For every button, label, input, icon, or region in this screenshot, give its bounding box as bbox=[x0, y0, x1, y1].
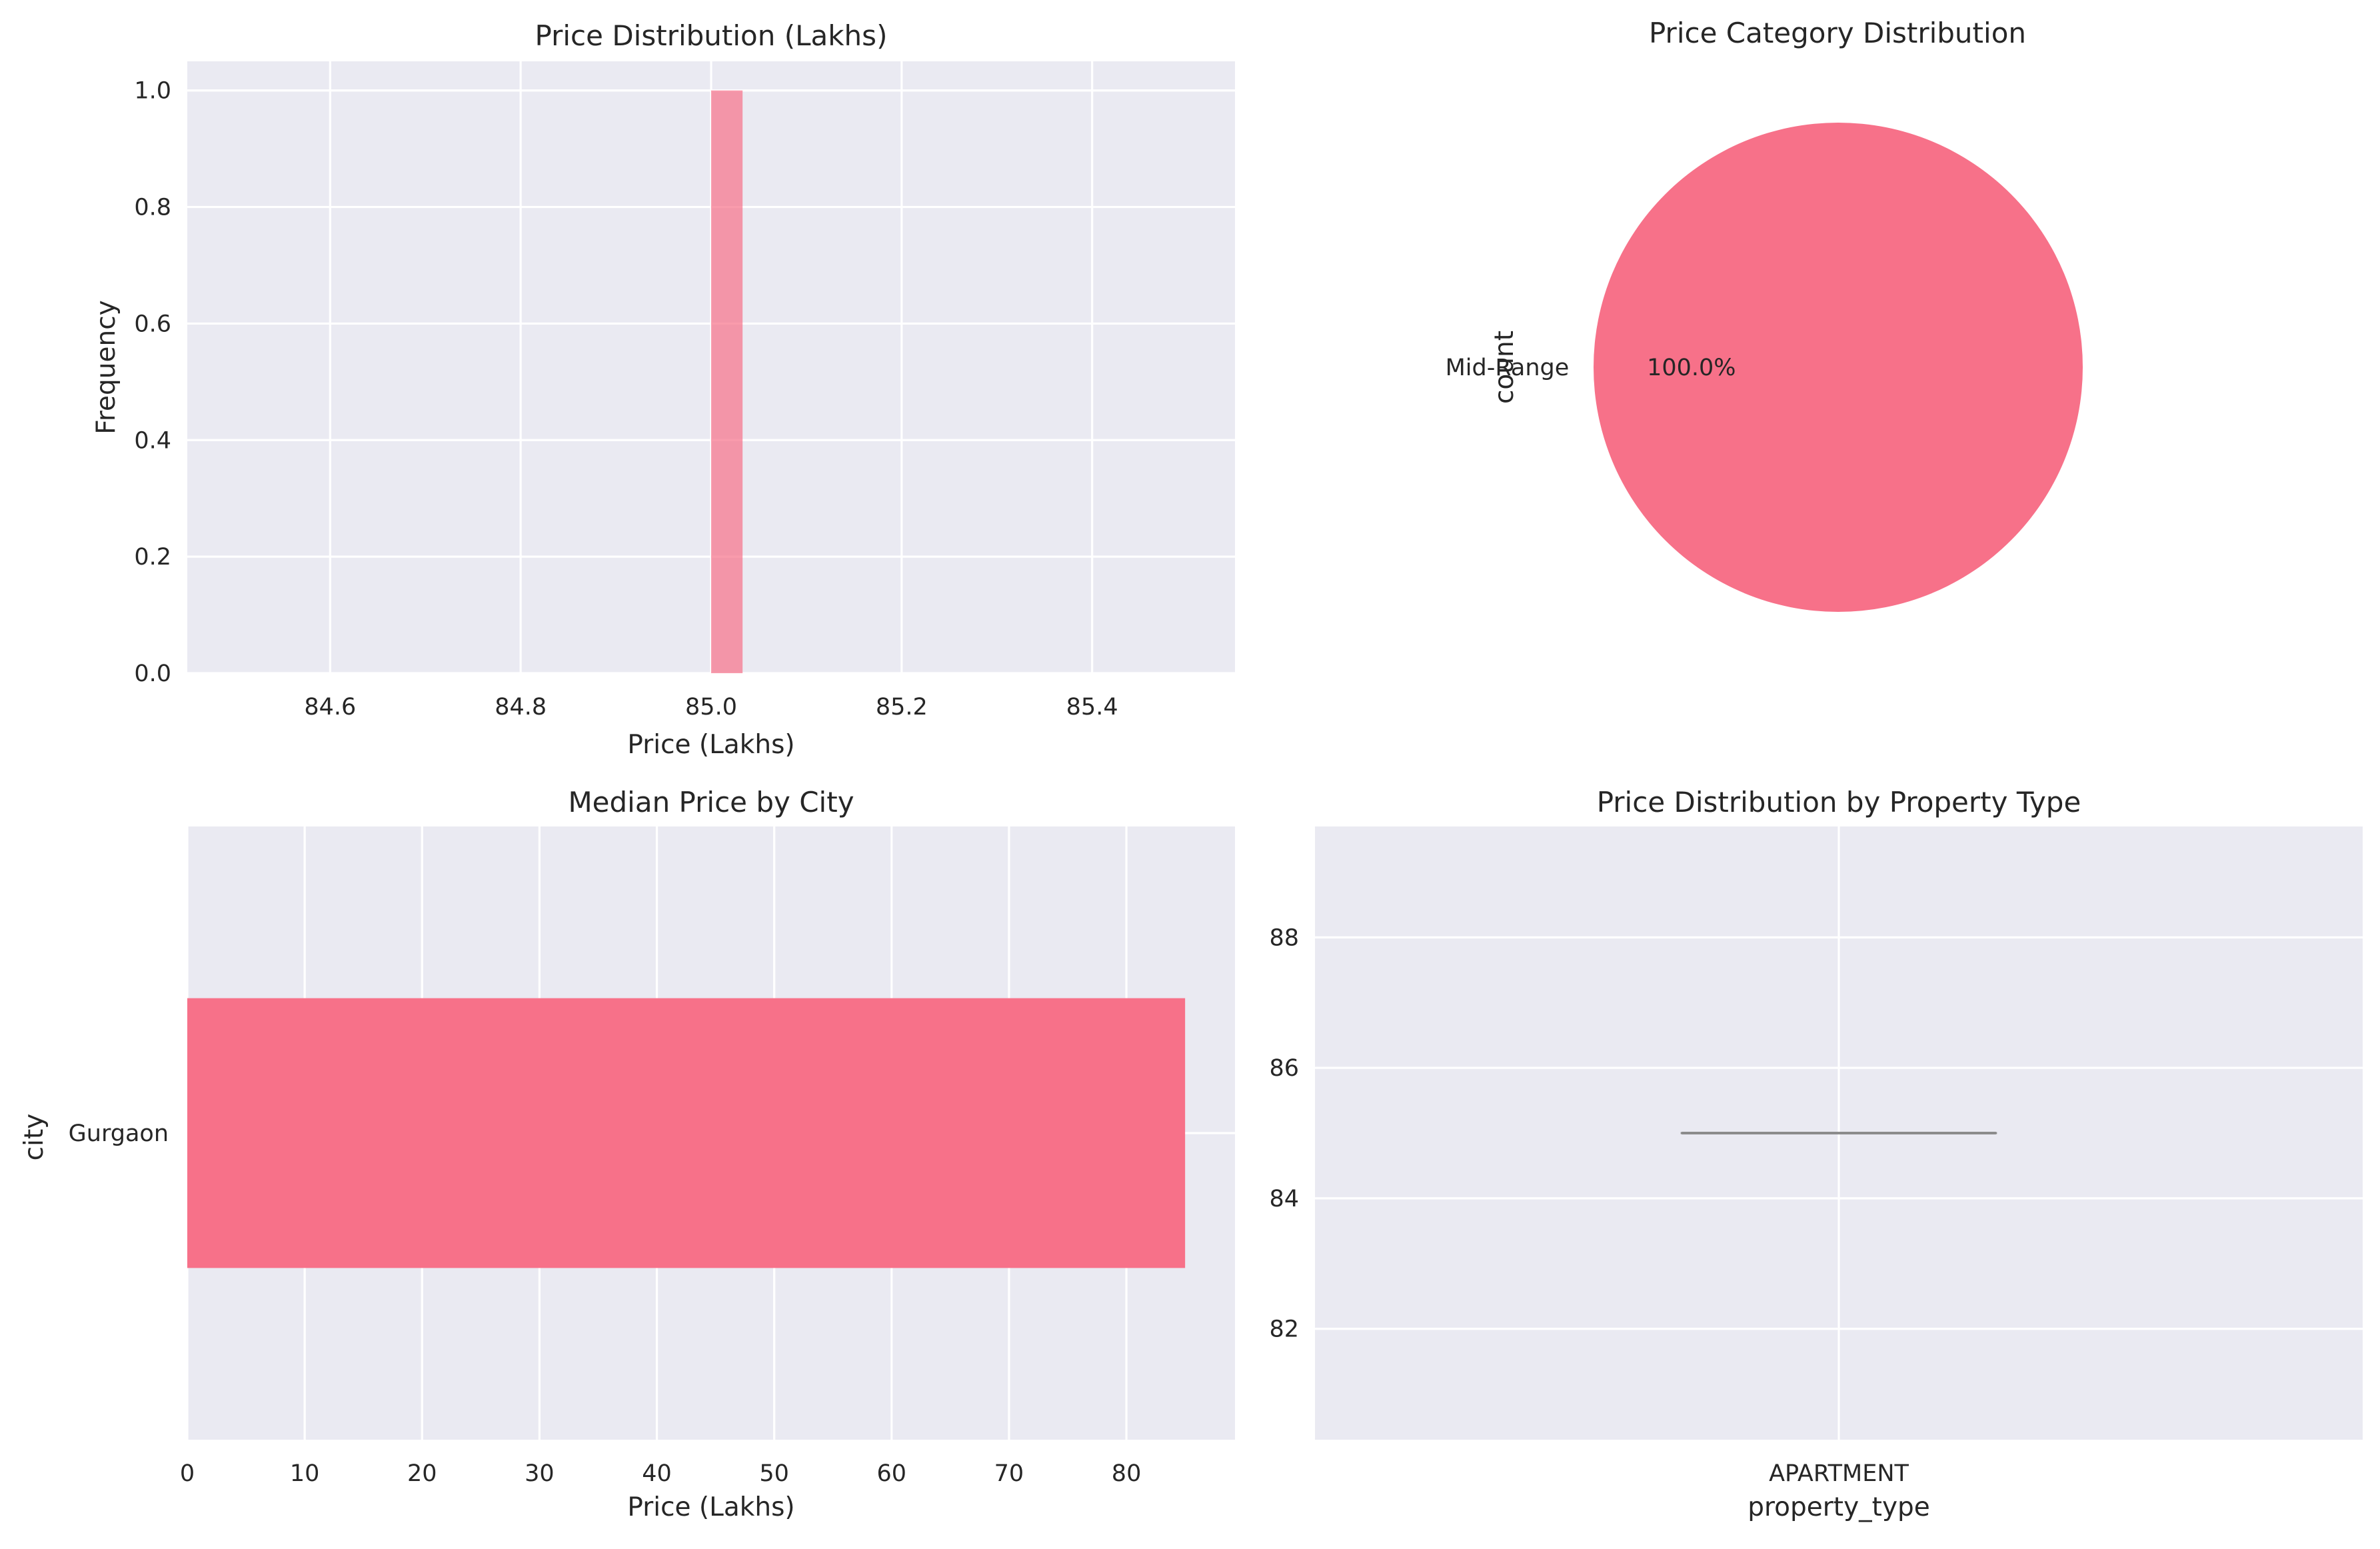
histogram-y-ticks: 0.0 0.2 0.4 0.6 0.8 1.0 bbox=[134, 78, 171, 687]
city-bar-y-ticks: Gurgaon bbox=[69, 1120, 169, 1147]
city-bar-x-ticks: 0 10 20 30 40 50 60 70 80 bbox=[180, 1460, 1141, 1487]
pie-slice-label: Mid-Range bbox=[1446, 355, 1570, 381]
box-y-tick-label: 84 bbox=[1269, 1186, 1299, 1212]
histogram-x-tick-label: 85.4 bbox=[1066, 694, 1118, 721]
histogram-title: Price Distribution (Lakhs) bbox=[535, 19, 888, 52]
city-bar-panel: 0 10 20 30 40 50 60 70 80 Gurgaon Median Price b… bbox=[19, 786, 1235, 1522]
pie-slice bbox=[1594, 123, 2083, 612]
histogram-y-tick-label: 1.0 bbox=[134, 78, 171, 105]
pie-percent-label: 100.0% bbox=[1647, 355, 1736, 381]
histogram-y-tick-label: 0.6 bbox=[134, 311, 171, 337]
histogram-x-tick-label: 85.2 bbox=[876, 694, 928, 721]
box-y-tick-label: 82 bbox=[1269, 1316, 1299, 1343]
pie-title: Price Category Distribution bbox=[1649, 17, 2026, 49]
pie-labels: Mid-Range 100.0% bbox=[1446, 355, 1736, 381]
histogram-bar bbox=[711, 90, 743, 673]
histogram-bars bbox=[711, 90, 743, 673]
box-y-ticks: 82 84 86 88 bbox=[1269, 924, 1299, 1342]
city-bar-x-label: Price (Lakhs) bbox=[627, 1492, 794, 1522]
city-bar-category-label: Gurgaon bbox=[69, 1120, 169, 1147]
city-bar-x-tick-label: 60 bbox=[877, 1460, 907, 1487]
histogram-y-tick-label: 0.8 bbox=[134, 195, 171, 221]
city-bar-y-label: city bbox=[19, 1114, 49, 1161]
histogram-x-tick-label: 84.8 bbox=[495, 694, 547, 721]
pie-y-label: count bbox=[1490, 331, 1520, 404]
histogram-y-tick-label: 0.2 bbox=[134, 544, 171, 571]
histogram-panel: 84.6 84.8 85.0 85.2 85.4 0.00.20.40.60.81.0 … bbox=[91, 19, 1235, 760]
city-bar-title: Median Price by City bbox=[568, 786, 854, 818]
box-x-label: property_type bbox=[1748, 1492, 1930, 1522]
city-bar-bars bbox=[187, 998, 1186, 1268]
histogram-y-tick-label: 0.0 bbox=[134, 661, 171, 687]
pie-slices bbox=[1594, 123, 2083, 612]
city-bar-x-tick-label: 40 bbox=[642, 1460, 672, 1487]
box-x-ticks: APARTMENT bbox=[1769, 1460, 1909, 1487]
pie-panel: Mid-Range 100.0% Price Category Distribut… bbox=[1446, 17, 2083, 612]
city-bar bbox=[187, 998, 1186, 1268]
histogram-x-tick-label: 84.6 bbox=[304, 694, 356, 721]
histogram-x-label: Price (Lakhs) bbox=[627, 730, 794, 760]
histogram-y-tick-label: 0.4 bbox=[134, 427, 171, 454]
city-bar-x-tick-label: 10 bbox=[290, 1460, 320, 1487]
city-bar-x-tick-label: 20 bbox=[407, 1460, 437, 1487]
box-y-tick-label: 88 bbox=[1269, 924, 1299, 951]
city-bar-x-tick-label: 30 bbox=[525, 1460, 555, 1487]
city-bar-x-tick-label: 50 bbox=[759, 1460, 789, 1487]
city-bar-x-tick-label: 0 bbox=[180, 1460, 195, 1487]
city-bar-x-tick-label: 80 bbox=[1112, 1460, 1142, 1487]
city-bar-x-tick-label: 70 bbox=[994, 1460, 1024, 1487]
box-title: Price Distribution by Property Type bbox=[1597, 786, 2081, 818]
box-y-tick-label: 86 bbox=[1269, 1055, 1299, 1082]
histogram-y-label: Frequency bbox=[91, 300, 121, 434]
box-panel: APARTMENT 82 84 86 88 Price Distribution by… bbox=[1269, 786, 2363, 1522]
histogram-x-ticks: 84.6 84.8 85.0 85.2 85.4 bbox=[304, 694, 1118, 721]
box-category-label: APARTMENT bbox=[1769, 1460, 1909, 1487]
histogram-x-tick-label: 85.0 bbox=[685, 694, 737, 721]
